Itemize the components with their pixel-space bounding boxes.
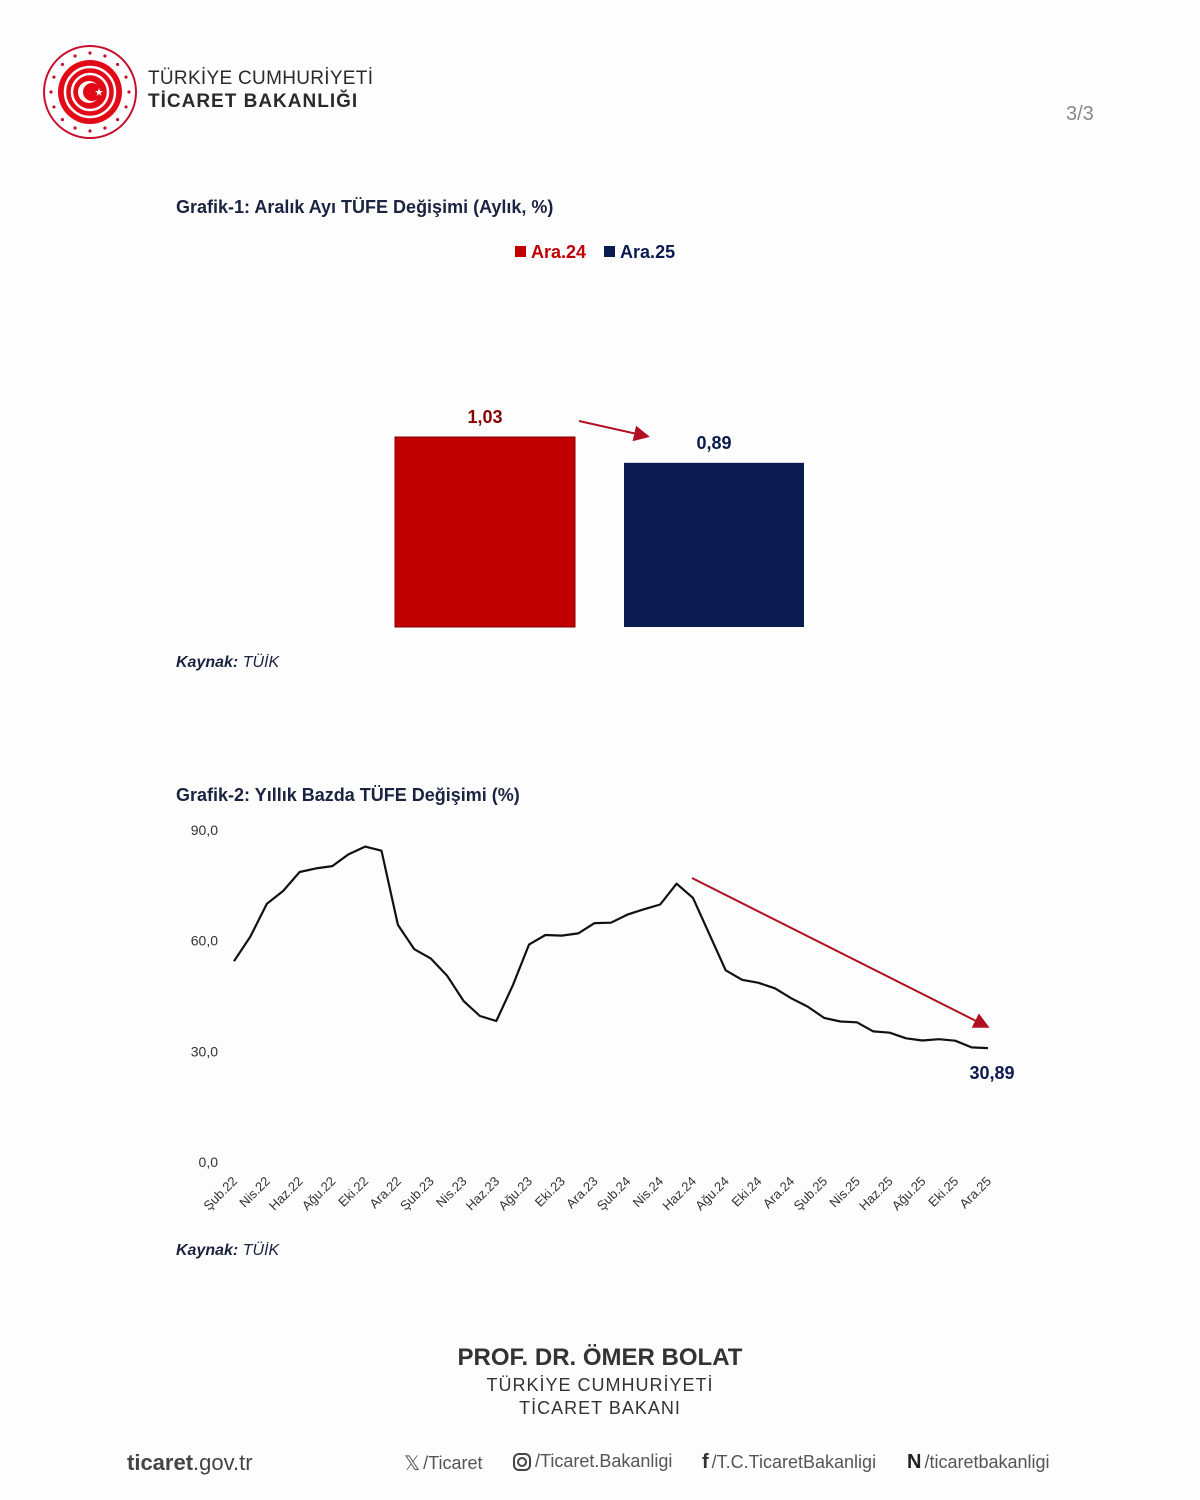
legend-item-ara24: Ara.24 [515, 242, 586, 263]
social-instagram[interactable]: /Ticaret.Bakanligi [512, 1451, 672, 1472]
source-label: Kaynak: [176, 654, 239, 671]
x-tick-label: Ara.25 [956, 1174, 994, 1212]
x-tick-label: Haz.24 [659, 1174, 699, 1214]
seal-star-icon [52, 105, 56, 109]
y-tick-label: 90,0 [191, 822, 218, 838]
trend-arrow [691, 877, 990, 1028]
social-handle: /Ticaret.Bakanligi [535, 1451, 673, 1471]
chart1-source: Kaynak: TÜİK [176, 654, 279, 672]
x-tick-label: Haz.23 [463, 1174, 503, 1214]
chart1-title: Grafik-1: Aralık Ayı TÜFE Değişimi (Aylı… [176, 197, 554, 217]
x-tick-label: Şub.25 [790, 1174, 830, 1214]
signature-name: PROF. DR. ÖMER BOLAT [457, 1344, 743, 1371]
x-tick-label: Eki.23 [532, 1174, 568, 1210]
org-name-line2: TİCARET BAKANLIĞI [148, 91, 359, 112]
x-tick-label: Ağu.23 [495, 1174, 535, 1214]
ministry-logo [43, 45, 137, 139]
x-icon: 𝕏 [404, 1453, 421, 1475]
x-tick-label: Eki.25 [925, 1174, 961, 1210]
social-handle: /Ticaret [423, 1453, 483, 1473]
chart2-line-chart: 0,030,060,090,0 Şub.22Nis.22Haz.22Ağu.22… [191, 822, 1015, 1214]
seal-star-icon [124, 75, 128, 79]
seal-star-icon [52, 75, 56, 79]
seal-star-icon [115, 62, 120, 67]
social-handle: /ticaretbakanligi [924, 1452, 1050, 1472]
legend-swatch-red [515, 246, 526, 257]
seal-star-icon [127, 90, 131, 94]
website-link[interactable]: ticaret.gov.tr [127, 1450, 253, 1476]
nsosyal-icon: N [907, 1451, 922, 1473]
seal-star-icon [88, 51, 92, 55]
x-tick-label: Şub.23 [397, 1174, 437, 1214]
source-value: TÜİK [242, 1242, 280, 1259]
page-number: 3/3 [1066, 103, 1094, 125]
social-handle: /T.C.TicaretBakanligi [711, 1452, 877, 1472]
social-x[interactable]: 𝕏/Ticaret [404, 1451, 482, 1476]
x-tick-label: Ağu.24 [692, 1174, 732, 1214]
legend-item-ara25: Ara.25 [604, 242, 675, 263]
x-tick-label: Haz.25 [856, 1174, 896, 1214]
x-tick-label: Eki.24 [728, 1174, 764, 1210]
source-value: TÜİK [242, 654, 280, 671]
x-tick-label: Şub.22 [200, 1174, 240, 1214]
facebook-icon: f [702, 1451, 709, 1473]
cpi-line [233, 845, 989, 1050]
y-tick-label: 0,0 [199, 1154, 219, 1170]
seal-star-icon [124, 105, 128, 109]
bar-label-ara25: 0,89 [696, 433, 731, 453]
seal-star-icon [49, 90, 53, 94]
y-tick-label: 30,0 [191, 1043, 218, 1059]
x-tick-label: Ağu.25 [889, 1174, 929, 1214]
x-tick-label: Eki.22 [335, 1174, 371, 1210]
x-tick-label: Ara.22 [366, 1174, 404, 1212]
bar-label-ara24: 1,03 [467, 407, 502, 427]
site-bold: ticaret [127, 1450, 194, 1475]
seal-star-icon [115, 117, 120, 122]
y-tick-label: 60,0 [191, 933, 218, 949]
legend-label: Ara.25 [620, 242, 676, 262]
last-value-label: 30,89 [969, 1063, 1014, 1083]
trend-arrow [578, 420, 650, 442]
seal-star-icon [60, 62, 65, 67]
source-label: Kaynak: [176, 1242, 239, 1259]
legend-swatch-navy [604, 246, 616, 257]
signature-line1: TÜRKİYE CUMHURİYETİ [486, 1375, 714, 1395]
social-nsosyal[interactable]: N/ticaretbakanligi [907, 1451, 1050, 1474]
x-tick-label: Haz.22 [266, 1174, 306, 1214]
x-tick-label: Şub.24 [594, 1174, 634, 1214]
x-tick-label: Ara.23 [563, 1174, 601, 1212]
instagram-icon [513, 1452, 531, 1471]
social-facebook[interactable]: f/T.C.TicaretBakanligi [702, 1451, 876, 1474]
x-tick-label: Ara.24 [760, 1174, 798, 1212]
bar-ara25 [624, 462, 804, 627]
site-rest: .gov.tr [193, 1450, 253, 1475]
seal-star-icon [60, 117, 65, 122]
x-tick-label: Ağu.22 [299, 1174, 339, 1214]
seal-star-icon [73, 54, 77, 58]
bar-ara24 [394, 436, 576, 628]
signature-line2: TİCARET BAKANI [519, 1398, 681, 1418]
seal-star-icon [73, 126, 77, 130]
seal-star-icon [103, 54, 107, 58]
chart1-legend: Ara.24 Ara.25 [515, 242, 675, 263]
seal-star-icon [103, 126, 107, 130]
chart2-title: Grafik-2: Yıllık Bazda TÜFE Değişimi (%) [176, 785, 520, 805]
legend-label: Ara.24 [531, 242, 587, 262]
chart1-bar-chart: 1,03 0,89 [394, 407, 804, 628]
chart2-source: Kaynak: TÜİK [176, 1242, 279, 1260]
seal-star-icon [88, 129, 92, 133]
org-name-line1: TÜRKİYE CUMHURİYETİ [148, 68, 374, 89]
